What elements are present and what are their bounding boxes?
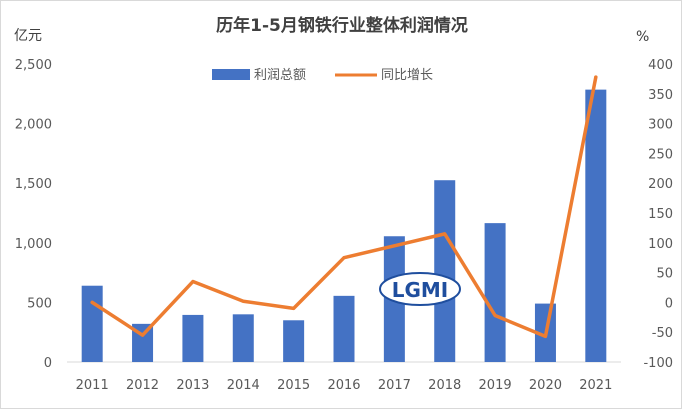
right-axis-tick-label: 0 (665, 296, 673, 311)
x-axis-tick-label: 2012 (126, 378, 159, 393)
growth-point-2015 (292, 306, 296, 310)
x-axis-tick-label: 2011 (76, 378, 109, 393)
right-axis-tick-label: 50 (656, 267, 673, 282)
growth-point-2013 (191, 280, 195, 284)
left-axis-tick-label: 500 (27, 296, 52, 311)
x-axis-tick-label: 2020 (529, 378, 562, 393)
watermark-text: LGMI (392, 278, 449, 302)
left-axis-tick-label: 2,000 (15, 118, 52, 133)
right-axis-tick-label: 300 (648, 118, 673, 133)
growth-point-2017 (392, 244, 396, 248)
right-axis-tick-label: 250 (648, 147, 673, 162)
bar-2015 (283, 320, 305, 362)
left-axis-unit: 亿元 (14, 28, 42, 44)
legend-swatch-bar (212, 69, 250, 80)
left-axis-tick-label: 2,500 (15, 58, 52, 73)
growth-point-2016 (342, 256, 346, 260)
left-axis-tick-label: 0 (44, 356, 52, 371)
right-axis-tick-label: 200 (648, 177, 673, 192)
right-axis-tick-label: 400 (648, 58, 673, 73)
right-axis-tick-label: 150 (648, 207, 673, 222)
bar-2018 (434, 180, 456, 362)
legend-label-line: 同比增长 (381, 68, 433, 83)
growth-point-2014 (241, 299, 245, 303)
line-series (90, 75, 598, 339)
growth-point-2012 (141, 333, 145, 337)
right-axis-tick-label: 350 (648, 88, 673, 103)
axes: 0 500 1,000 1,500 2,000 2,500 -100 -50 0 50 100 150… (15, 58, 673, 393)
growth-point-2011 (90, 300, 94, 304)
growth-point-2020 (543, 334, 547, 338)
right-axis-tick-label: 100 (648, 237, 673, 252)
growth-point-2021 (594, 75, 598, 79)
left-axis-tick-label: 1,000 (15, 237, 52, 252)
bar-2011 (81, 285, 103, 362)
x-axis-tick-label: 2016 (327, 378, 360, 393)
growth-point-2018 (443, 232, 447, 236)
bar-2013 (182, 314, 204, 362)
x-axis-tick-label: 2015 (277, 378, 310, 393)
growth-point-2019 (493, 314, 497, 318)
chart-title: 历年1-5月钢铁行业整体利润情况 (216, 15, 468, 36)
right-axis-unit: % (636, 29, 649, 45)
bar-2014 (232, 314, 254, 362)
x-axis-tick-label: 2017 (378, 378, 411, 393)
left-axis-tick-label: 1,500 (15, 177, 52, 192)
x-axis-tick-label: 2018 (428, 378, 461, 393)
bar-series (81, 89, 607, 363)
bar-2016 (333, 295, 355, 362)
bar-2019 (484, 223, 506, 362)
right-axis-tick-label: -50 (652, 326, 673, 341)
x-axis-tick-label: 2013 (176, 378, 209, 393)
bar-2021 (585, 89, 607, 363)
legend: 利润总额 同比增长 (212, 68, 433, 83)
right-axis-tick-label: -100 (643, 356, 673, 371)
x-axis-tick-label: 2019 (479, 378, 512, 393)
x-axis-tick-label: 2021 (579, 378, 612, 393)
legend-label-bar: 利润总额 (254, 68, 306, 83)
x-axis-tick-label: 2014 (227, 378, 260, 393)
watermark-logo: LGMI (379, 272, 461, 306)
